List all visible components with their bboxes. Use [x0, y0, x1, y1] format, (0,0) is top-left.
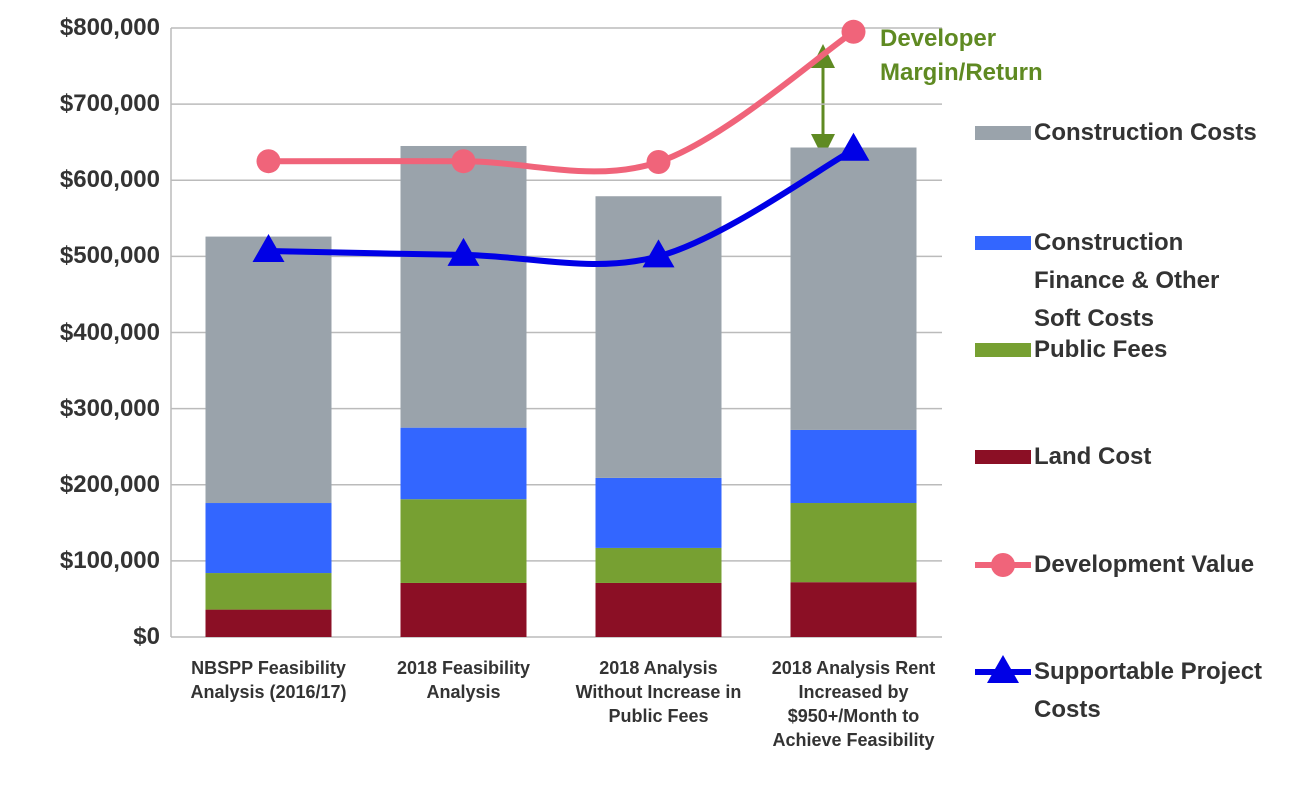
y-tick-label: $500,000: [59, 242, 160, 270]
line: [268, 147, 855, 267]
point: [841, 19, 866, 44]
bar-segment: [205, 503, 332, 574]
y-tick-label: $700,000: [59, 90, 160, 118]
legend-marker: [987, 655, 1019, 683]
bar-segment: [790, 147, 917, 430]
bar-segment: [790, 503, 917, 583]
y-tick-label: $600,000: [59, 166, 160, 194]
y-tick-label: $100,000: [59, 546, 160, 574]
x-tick-label: 2018 Feasibility Analysis: [396, 658, 531, 702]
x-tick-label: 2018 Analysis Rent Increased by $950+/Mo…: [771, 658, 936, 750]
y-tick-label: $300,000: [59, 394, 160, 422]
point: [837, 132, 870, 161]
point: [256, 149, 281, 174]
legend-label: Construction Finance & Other Soft Costs: [1034, 229, 1220, 332]
bar-segment: [400, 427, 527, 500]
point: [252, 234, 285, 263]
bar-segment: [205, 609, 332, 637]
legend-swatch: [975, 343, 1031, 357]
legend-label: Land Cost: [1034, 443, 1152, 470]
y-tick-label: $400,000: [59, 318, 160, 346]
annotation: Developer Margin/Return: [880, 25, 1043, 86]
bar-segment: [595, 547, 722, 583]
bar-segment: [400, 499, 527, 583]
legend-label: Public Fees: [1034, 336, 1168, 363]
x-tick-label: NBSPP Feasibility Analysis (2016/17): [190, 658, 347, 702]
y-tick-label: $0: [133, 623, 160, 650]
bar-segment: [400, 145, 527, 428]
y-tick-label: $800,000: [59, 14, 160, 41]
line: [268, 29, 856, 175]
legend-swatch: [975, 236, 1031, 250]
point: [447, 237, 480, 266]
bar-segment: [205, 573, 332, 610]
bar-segment: [790, 582, 917, 637]
point: [451, 149, 476, 174]
legend-label: Supportable Project Costs: [1034, 658, 1263, 723]
x-tick-label: 2018 Analysis Without Increase in Public…: [575, 658, 742, 726]
bar-segment: [790, 429, 917, 504]
y-tick-label: $200,000: [59, 470, 160, 498]
legend-swatch: [975, 450, 1031, 464]
legend-swatch: [975, 126, 1031, 140]
legend-label: Development Value: [1034, 551, 1255, 578]
bar-segment: [595, 477, 722, 548]
bar-segment: [400, 582, 527, 637]
legend-label: Construction Costs: [1034, 119, 1257, 146]
bar-segment: [205, 236, 332, 504]
legend-marker: [991, 553, 1015, 577]
point: [646, 149, 671, 174]
bar-segment: [595, 582, 722, 637]
point: [642, 239, 675, 268]
